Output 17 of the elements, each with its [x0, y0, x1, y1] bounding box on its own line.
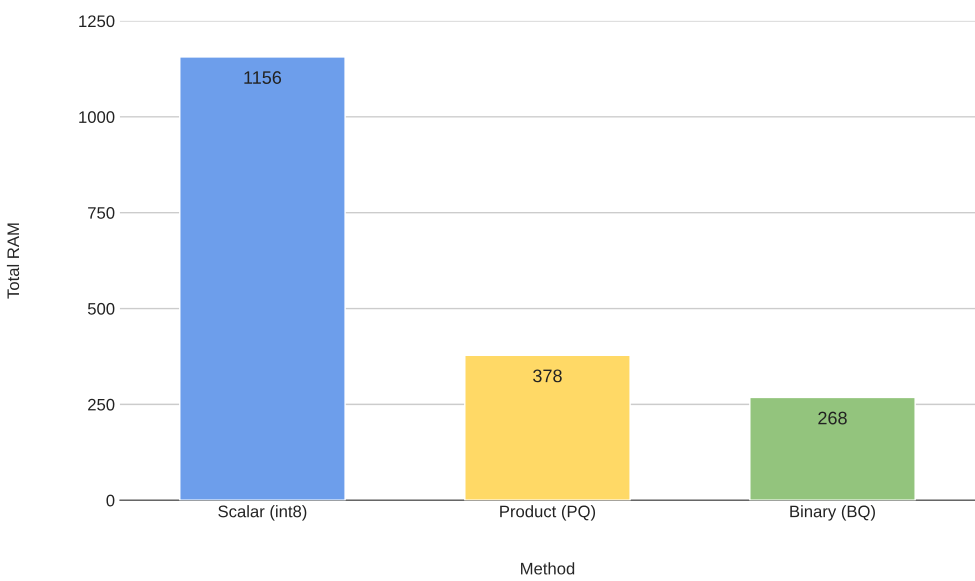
x-tick-label: Binary (BQ): [790, 505, 875, 521]
y-tick-label: 1000: [79, 111, 114, 123]
data-label: 378: [533, 369, 562, 382]
bar: [749, 396, 916, 500]
y-axis-title: Total RAM: [6, 224, 20, 299]
data-label: 268: [818, 412, 847, 424]
y-tick-label: 0: [106, 494, 114, 506]
x-axis-title: Method: [521, 562, 574, 575]
y-tick-label: 750: [88, 207, 114, 219]
x-tick-label: Scalar (int8): [218, 505, 306, 521]
x-tick-label: Product (PQ): [500, 505, 596, 521]
y-tick-label: 250: [88, 398, 114, 411]
bar: [179, 56, 346, 500]
y-tick-label: 1250: [79, 15, 114, 28]
bar: [464, 354, 631, 500]
data-label: 1156: [244, 71, 282, 84]
y-tick-label: 500: [88, 302, 114, 315]
